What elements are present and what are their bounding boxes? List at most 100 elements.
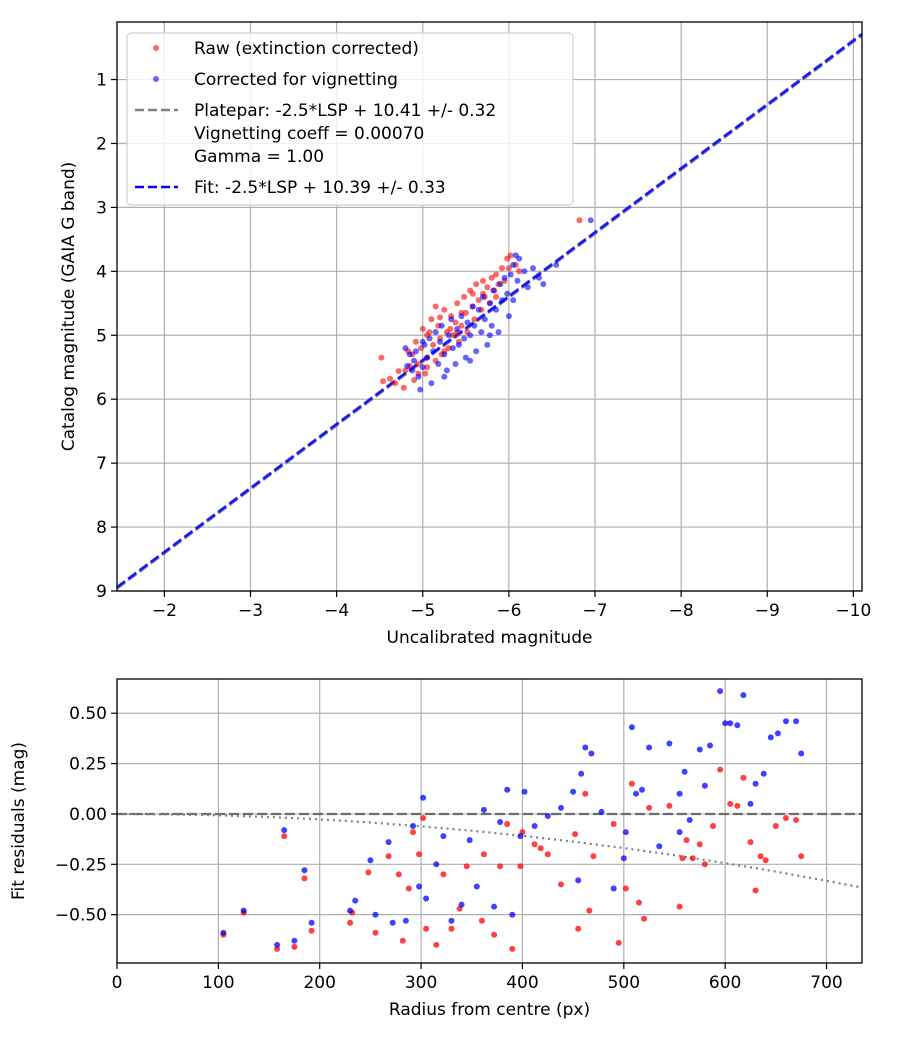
data-point xyxy=(412,338,419,345)
data-point xyxy=(727,800,734,807)
data-point xyxy=(308,919,315,926)
data-point xyxy=(636,899,642,906)
data-point xyxy=(610,885,617,892)
data-point xyxy=(504,821,511,827)
legend-marker xyxy=(153,76,159,82)
data-point xyxy=(793,718,800,725)
data-point xyxy=(463,863,470,870)
data-point xyxy=(747,800,754,807)
data-point xyxy=(676,790,683,797)
data-point xyxy=(443,367,450,374)
data-point xyxy=(615,939,622,946)
data-point xyxy=(419,364,426,371)
data-point xyxy=(757,853,764,860)
data-point xyxy=(620,855,627,862)
data-point xyxy=(633,790,639,797)
data-point xyxy=(696,746,703,753)
data-point xyxy=(679,855,686,862)
data-point xyxy=(426,335,433,342)
data-point xyxy=(437,338,443,345)
data-point xyxy=(499,297,505,304)
y-tick-label: 8 xyxy=(96,518,107,538)
data-point xyxy=(752,780,759,787)
data-point xyxy=(440,833,447,840)
legend-entry-label: Vignetting coeff = 0.00070 xyxy=(194,124,424,144)
data-point xyxy=(423,925,430,932)
x-tick-label: 300 xyxy=(405,973,437,993)
y-tick-label: 4 xyxy=(96,262,107,282)
data-point xyxy=(433,941,440,948)
data-point xyxy=(582,744,589,751)
data-point xyxy=(558,881,564,888)
data-point xyxy=(478,917,485,924)
data-point xyxy=(767,734,774,741)
x-tick-label: −3 xyxy=(238,601,263,621)
data-point xyxy=(486,300,493,307)
x-tick-label: −6 xyxy=(496,601,521,621)
legend-box xyxy=(126,32,574,206)
y-tick-label: 2 xyxy=(96,134,107,154)
legend-entry-label: Fit: -2.5*LSP + 10.39 +/- 0.33 xyxy=(194,178,446,198)
bottom-plot-area xyxy=(117,679,862,963)
data-point xyxy=(458,313,465,320)
data-point xyxy=(484,341,491,348)
data-point xyxy=(372,911,379,918)
bottom-y-axis-label: Fit residuals (mag) xyxy=(9,742,29,900)
data-point xyxy=(281,833,288,840)
data-point xyxy=(681,768,688,775)
data-point xyxy=(416,883,423,890)
y-tick-label: 5 xyxy=(96,326,107,346)
data-point xyxy=(480,806,487,813)
data-point xyxy=(575,877,582,884)
line-series xyxy=(116,812,863,889)
data-point xyxy=(578,770,585,777)
data-point xyxy=(454,325,461,332)
data-point xyxy=(480,851,487,858)
data-point xyxy=(420,815,427,821)
bottom-data-points xyxy=(220,688,805,952)
x-tick-label: 600 xyxy=(709,973,741,993)
data-point xyxy=(448,917,455,924)
x-tick-label: −10 xyxy=(835,601,871,621)
data-point xyxy=(521,788,528,795)
data-point xyxy=(517,833,524,840)
y-tick-label: 1 xyxy=(96,71,107,91)
data-point xyxy=(473,348,480,355)
data-point xyxy=(455,341,462,348)
data-point xyxy=(291,943,298,950)
data-point xyxy=(521,268,528,275)
data-point xyxy=(352,897,359,904)
data-point xyxy=(656,843,663,850)
x-tick-label: 700 xyxy=(810,973,842,993)
data-point xyxy=(575,925,582,932)
data-point xyxy=(406,351,413,358)
data-point xyxy=(516,255,523,262)
data-point xyxy=(676,903,683,910)
data-point xyxy=(572,831,579,838)
data-point xyxy=(497,819,504,825)
data-point xyxy=(424,354,431,361)
data-point xyxy=(540,281,547,288)
data-point xyxy=(452,319,459,326)
data-point xyxy=(504,786,511,793)
data-point xyxy=(774,730,781,737)
data-point xyxy=(347,919,354,926)
top-ticks: −2 −3 −4 −5 −6 −7 −8 −9 −10 1 2 3 4 5 6 7 8 9 xyxy=(96,71,871,621)
data-point xyxy=(437,314,443,321)
data-point xyxy=(740,692,747,699)
data-point xyxy=(501,274,508,281)
data-point xyxy=(308,927,315,934)
y-tick-label: 0.50 xyxy=(69,704,107,724)
data-point xyxy=(385,853,392,860)
data-point xyxy=(399,937,406,944)
data-point xyxy=(628,724,635,731)
y-tick-label: −0.50 xyxy=(55,906,107,926)
data-point xyxy=(438,322,445,329)
data-point xyxy=(433,861,440,868)
data-point xyxy=(478,329,485,336)
data-point xyxy=(291,937,298,944)
data-point xyxy=(378,354,385,361)
data-point xyxy=(760,770,767,777)
data-point xyxy=(440,871,447,878)
data-point xyxy=(762,857,769,864)
